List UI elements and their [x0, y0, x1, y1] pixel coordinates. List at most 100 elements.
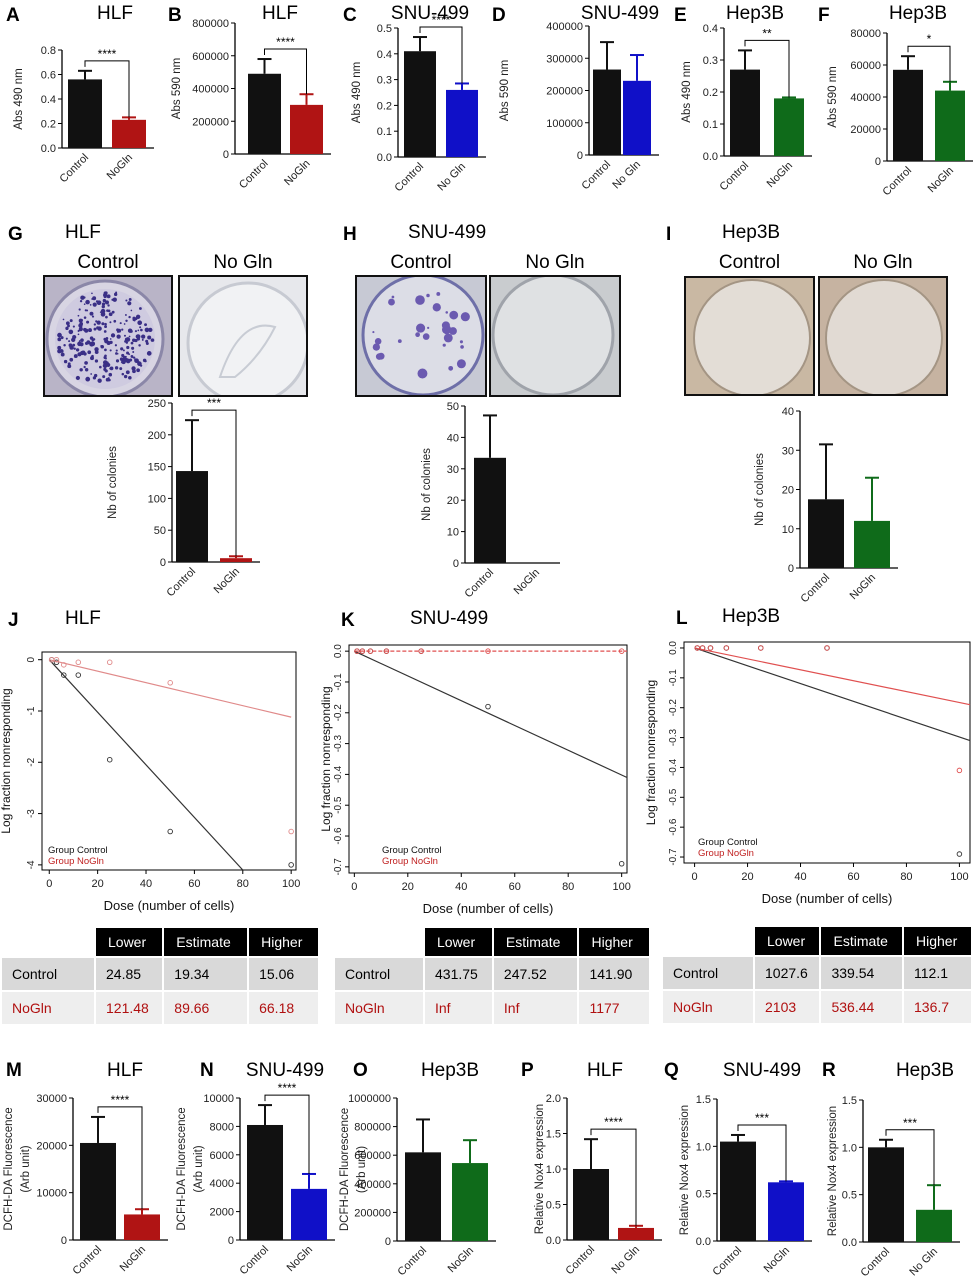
- y-tick-label: -1: [26, 706, 37, 715]
- colony-dot: [62, 318, 65, 321]
- header-lower: Lower: [425, 928, 492, 956]
- y-tick-label: 200000: [354, 1207, 391, 1219]
- panel-m-title: HLF: [107, 1060, 143, 1081]
- y-tick-label: 0.0: [703, 151, 718, 163]
- bar-no-gln: [446, 89, 478, 157]
- y-tick-label: -0.2: [333, 704, 344, 722]
- panel-letter-i: I: [666, 224, 672, 245]
- colony-dot: [146, 351, 152, 356]
- y-tick-label: 0: [385, 1236, 391, 1248]
- panel-letter-a: A: [6, 5, 20, 26]
- colony-dot: [459, 340, 463, 344]
- panel-h-control-label: Control: [390, 252, 452, 273]
- significance-marker: ****: [604, 1115, 623, 1129]
- y-tick-label: 100000: [546, 118, 583, 130]
- data-point-nogln: [699, 645, 706, 651]
- bar-no-gln: [916, 1209, 952, 1242]
- data-point-control: [618, 861, 625, 867]
- colony-dot: [131, 366, 136, 371]
- x-tick-label: 80: [900, 871, 912, 883]
- colony-dot: [103, 330, 107, 333]
- colony-dot: [114, 366, 119, 370]
- y-tick-label: 150: [148, 462, 166, 474]
- y-tick-label: 0.8: [41, 45, 56, 57]
- y-tick-label: 0.4: [703, 23, 718, 35]
- header-lower: Lower: [755, 927, 820, 955]
- colony-dot: [81, 319, 84, 321]
- y-tick-label: 0: [577, 150, 583, 162]
- colony-dot: [77, 352, 82, 357]
- colony-dot: [372, 343, 380, 351]
- colony-dot: [108, 372, 113, 377]
- colony-dot: [84, 341, 89, 345]
- panel-d-title: SNU-499: [580, 3, 660, 24]
- significance-bracket: [419, 26, 463, 84]
- colony-dot: [123, 374, 128, 379]
- colony-dot: [78, 323, 83, 328]
- colony-dot: [103, 367, 107, 372]
- y-axis-label: Nb of colonies: [421, 448, 433, 521]
- colony-dot: [78, 340, 81, 342]
- colony-dot: [90, 341, 96, 347]
- y-tick-label: 600000: [192, 51, 229, 63]
- colony-dot: [65, 326, 69, 331]
- y-tick-label: 10: [447, 527, 459, 539]
- colony-dot: [442, 343, 446, 347]
- colony-dot: [84, 309, 87, 312]
- plot-frame: [41, 651, 297, 871]
- y-axis-label: Relative Nox4 expression: [679, 1105, 691, 1235]
- colony-dot: [60, 336, 64, 340]
- bar-control: [808, 499, 844, 568]
- bar-nogln: [452, 1163, 488, 1241]
- x-tick-label: 0: [46, 878, 52, 890]
- panel-letter-h: H: [343, 224, 357, 245]
- y-tick-label: -4: [26, 860, 37, 869]
- colony-dot: [88, 328, 92, 333]
- colony-dot: [115, 349, 118, 352]
- colony-dot: [115, 291, 118, 294]
- y-tick-label: 800000: [354, 1122, 391, 1134]
- panel-g-nogln-photo: [178, 275, 308, 397]
- y-tick-label: 0.0: [696, 1236, 711, 1248]
- y-tick-label: 10000: [203, 1093, 234, 1105]
- panel-i-title: Hep3B: [722, 222, 781, 243]
- y-tick-label: -0.6: [333, 827, 344, 845]
- colony-dot: [68, 340, 71, 343]
- y-tick-label: 0.2: [41, 119, 56, 131]
- panel-g-control-label: Control: [77, 252, 139, 273]
- y-tick-label: 0.6: [41, 70, 56, 82]
- colony-dot: [119, 357, 124, 362]
- colony-dot: [84, 361, 88, 365]
- colony-dot: [101, 322, 105, 326]
- colony-dot: [449, 327, 457, 335]
- colony-dot: [96, 300, 102, 306]
- x-tick-label: 40: [140, 878, 152, 890]
- colony-dot: [103, 291, 108, 296]
- colony-dot: [139, 364, 143, 367]
- colony-dot: [115, 359, 120, 363]
- bar-nogln: [935, 90, 965, 161]
- table-row: Control 431.75 247.52 141.90: [335, 958, 649, 990]
- y-tick-label: -0.7: [333, 858, 344, 876]
- significance-marker: ****: [278, 1081, 297, 1095]
- colony-dot: [126, 345, 130, 350]
- colony-dot: [140, 328, 143, 332]
- colony-dot: [135, 334, 141, 339]
- colony-dot: [80, 326, 83, 330]
- colony-dot: [104, 300, 110, 305]
- data-point-nogln: [167, 680, 173, 686]
- panel-h-nogln-photo: [489, 275, 621, 397]
- x-axis-label: Dose (number of cells): [423, 901, 554, 916]
- colony-dot: [426, 293, 430, 298]
- significance-bracket: [907, 45, 951, 82]
- legend-control: Group Control: [698, 837, 758, 848]
- colony-dot: [94, 350, 99, 355]
- panel-letter-f: F: [818, 5, 830, 26]
- y-tick-label: 1.5: [696, 1094, 711, 1106]
- y-axis-label: Abs 490 nm: [681, 61, 693, 122]
- panel-letter-k: K: [341, 610, 355, 631]
- colony-dot: [144, 327, 150, 333]
- x-tick-label: 20: [741, 871, 753, 883]
